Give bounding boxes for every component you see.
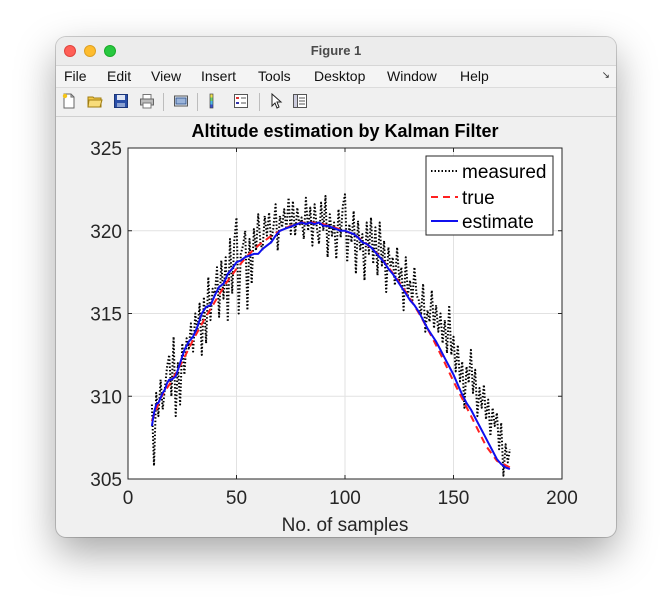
figure-toolbar: [56, 88, 616, 117]
minimize-window-button[interactable]: [84, 45, 96, 57]
x-tick-label: 200: [546, 488, 578, 509]
toolbar-separator: [259, 93, 260, 111]
chart-title: Altitude estimation by Kalman Filter: [191, 121, 498, 141]
title-bar[interactable]: Figure 1: [56, 37, 616, 66]
menu-edit[interactable]: Edit: [107, 68, 132, 84]
x-tick-label: 100: [329, 488, 361, 509]
plot-lines: [150, 193, 511, 477]
menu-window[interactable]: Window: [387, 68, 437, 84]
print-icon[interactable]: [139, 93, 155, 109]
window-title: Figure 1: [310, 43, 362, 58]
menu-view[interactable]: View: [151, 68, 182, 84]
menu-insert[interactable]: Insert: [201, 68, 237, 84]
zoom-window-button[interactable]: [104, 45, 116, 57]
y-tick-label: 305: [90, 470, 122, 491]
legend-icon[interactable]: [233, 93, 249, 109]
y-tick-label: 310: [90, 387, 122, 408]
x-tick-label: 150: [438, 488, 470, 509]
new-figure-icon[interactable]: [61, 93, 77, 109]
menu-bar: File Edit View Insert Tools Desktop Wind…: [56, 66, 616, 88]
toolbar-separator: [163, 93, 164, 111]
grid-lines: [128, 148, 562, 479]
x-axis-label: No. of samples: [282, 515, 409, 536]
property-editor-icon[interactable]: [292, 93, 308, 109]
link-plot-icon[interactable]: [173, 93, 189, 109]
menu-file[interactable]: File: [64, 68, 87, 84]
series-line-true: [150, 221, 511, 469]
legend[interactable]: measured true estimate: [425, 155, 554, 236]
save-icon[interactable]: [113, 93, 129, 109]
axis-ticks: 0 50 100 150 200 305 310 315 320 325: [90, 139, 578, 509]
menu-help[interactable]: Help: [460, 68, 489, 84]
close-window-button[interactable]: [64, 45, 76, 57]
series-line-estimate: [150, 221, 511, 471]
x-tick-label: 0: [123, 488, 134, 509]
toolbar-separator: [197, 93, 198, 111]
series-line-measured: [150, 193, 511, 477]
colorbar-icon[interactable]: [207, 93, 223, 109]
menu-desktop[interactable]: Desktop: [314, 68, 366, 84]
dock-arrow-icon[interactable]: ↘: [601, 70, 610, 81]
legend-label-true: true: [462, 188, 495, 209]
y-tick-label: 320: [90, 222, 122, 243]
open-file-icon[interactable]: [87, 93, 103, 109]
x-tick-label: 50: [226, 488, 247, 509]
y-tick-label: 315: [90, 305, 122, 326]
menu-tools[interactable]: Tools: [258, 68, 291, 84]
y-tick-label: 325: [90, 139, 122, 160]
legend-label-measured: measured: [462, 162, 547, 183]
pointer-icon[interactable]: [268, 93, 284, 109]
legend-label-estimate: estimate: [462, 212, 534, 233]
